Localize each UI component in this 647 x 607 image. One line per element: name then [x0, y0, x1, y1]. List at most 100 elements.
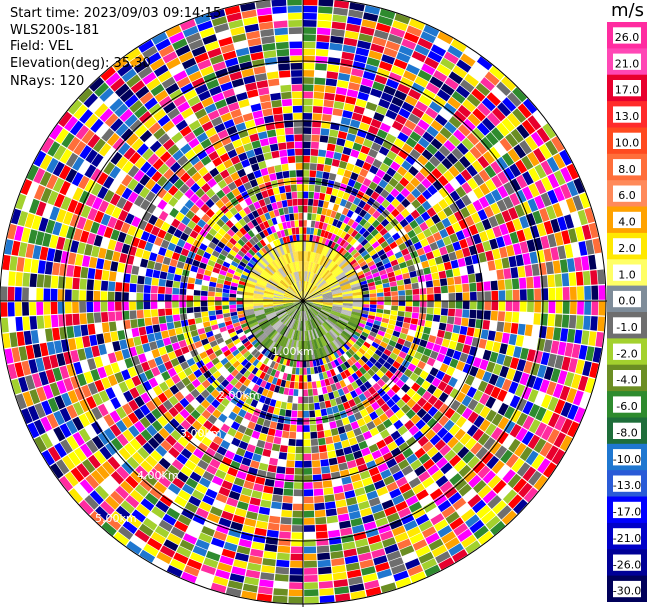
ray-gate [172, 314, 181, 322]
ray-gate [59, 475, 74, 492]
ray-gate [290, 70, 303, 77]
ray-gate [317, 228, 322, 237]
ray-gate [383, 475, 395, 486]
ray-gate [203, 251, 212, 260]
ray-gate [237, 355, 246, 364]
ray-gate [139, 174, 151, 186]
ray-gate [238, 313, 245, 319]
colorbar-tick-label: 8.0 [618, 163, 636, 176]
ray-gate [129, 310, 137, 320]
ray-gate [202, 237, 211, 246]
ray-gate [355, 254, 363, 262]
ray-gate [365, 171, 376, 181]
ray-gate [448, 293, 456, 301]
ray-gate [491, 460, 505, 474]
ray-gate [247, 504, 260, 513]
ray-gate [513, 346, 522, 359]
velocity-rays [0, 0, 606, 604]
ray-gate [490, 427, 503, 441]
ray-gate [238, 316, 246, 322]
ray-gate [41, 137, 55, 154]
ray-gate [455, 342, 464, 352]
ray-gate [448, 251, 457, 261]
ray-gate [106, 516, 122, 531]
ray-gate [158, 316, 167, 324]
ray-gate [351, 372, 359, 381]
ray-gate [121, 348, 131, 360]
ray-gate [543, 339, 553, 353]
ray-gate [167, 533, 182, 545]
ray-gate [459, 433, 472, 446]
ray-gate [174, 413, 185, 424]
ray-gate [206, 404, 216, 414]
ray-gate [349, 238, 357, 246]
ray-gate [303, 489, 314, 497]
ray-gate [388, 177, 399, 188]
ray-gate [378, 146, 390, 156]
ray-gate [177, 436, 189, 448]
ray-gate [108, 281, 116, 292]
ray-gate [457, 334, 466, 344]
ray-gate [439, 228, 449, 239]
ray-gate [115, 420, 128, 433]
nrays-text: NRays: 120 [10, 74, 85, 89]
ray-gate [173, 228, 183, 239]
ray-gate [184, 89, 198, 101]
ray-gate [267, 464, 277, 473]
ray-gate [543, 366, 554, 381]
ray-gate [432, 180, 444, 191]
ray-gate [515, 159, 528, 174]
ray-gate [419, 221, 429, 232]
ray-gate [475, 446, 488, 460]
ray-gate [229, 293, 237, 298]
ray-gate [385, 133, 397, 144]
ray-gate [294, 382, 299, 389]
ray-gate [220, 357, 229, 366]
ray-gate [238, 280, 246, 286]
ray-gate [158, 210, 169, 221]
ray-gate [225, 220, 234, 229]
ray-gate [431, 272, 440, 280]
ray-gate [335, 499, 347, 508]
ray-gate [126, 74, 141, 88]
ray-gate [432, 249, 441, 258]
ray-gate [456, 403, 467, 416]
ray-gate [347, 366, 355, 375]
ray-gate [184, 199, 195, 210]
ray-gate [158, 286, 166, 294]
ray-gate [212, 140, 224, 150]
ray-gate [99, 108, 114, 123]
ray-gate [197, 267, 205, 275]
ray-gate [52, 327, 61, 341]
ray-gate [355, 224, 363, 232]
ppi-radar-plot: 1.00km 2.00km 3.00km 4.00km 5.00km [0, 0, 607, 607]
ray-gate [374, 280, 382, 286]
ray-gate [350, 390, 358, 399]
ray-gate [363, 108, 375, 118]
ray-gate [222, 261, 231, 268]
ray-gate [390, 430, 401, 441]
ray-gate [127, 225, 137, 236]
ray-gate [146, 388, 157, 400]
ray-gate [29, 389, 41, 405]
ray-gate [409, 131, 422, 143]
ray-gate [330, 353, 337, 361]
ray-gate [358, 440, 368, 450]
ray-gate [208, 150, 219, 161]
ray-gate [329, 543, 343, 552]
ray-gate [320, 364, 326, 373]
ray-gate [151, 171, 163, 183]
ray-gate [412, 288, 420, 295]
ray-gate [426, 307, 434, 315]
ray-gate [416, 183, 427, 194]
ray-gate [259, 222, 266, 231]
ray-gate [145, 412, 157, 424]
ray-gate [122, 429, 135, 442]
ray-gate [283, 229, 289, 237]
ray-gate [290, 374, 296, 382]
ray-gate [369, 345, 377, 353]
ray-gate [528, 389, 539, 403]
ray-gate [423, 228, 433, 238]
ray-gate [159, 381, 169, 392]
ray-gate [478, 169, 491, 182]
